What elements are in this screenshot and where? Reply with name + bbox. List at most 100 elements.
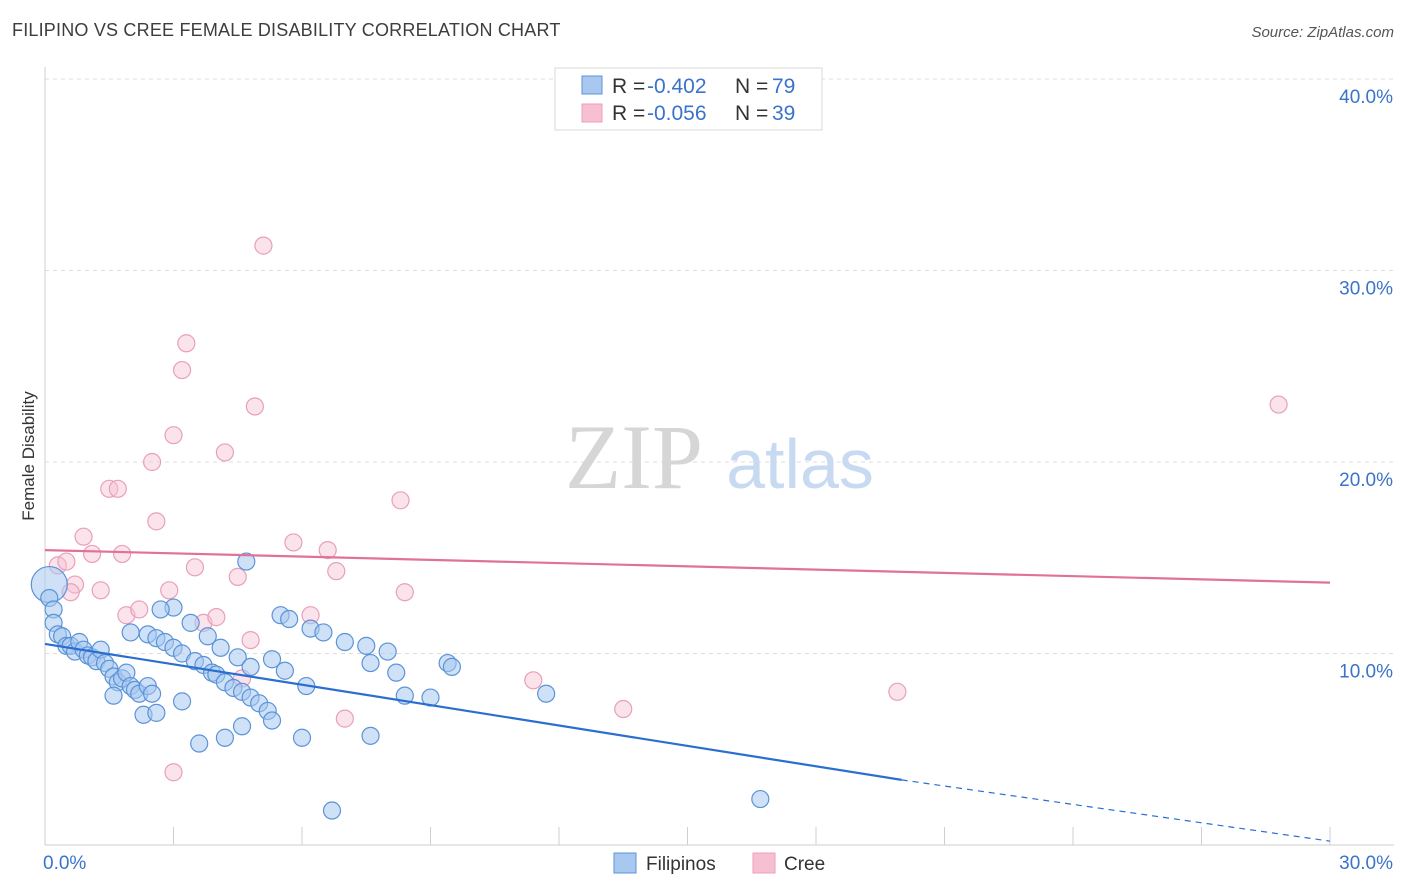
filipinos-point-77 (322, 801, 342, 820)
filipinos-point-48 (228, 648, 247, 667)
filipinos-point-47 (211, 638, 230, 657)
filipinos-point-75 (262, 711, 282, 730)
filipinos-point-28 (147, 703, 166, 722)
cree-point-36 (164, 763, 183, 782)
filipinos-point-76 (292, 728, 312, 747)
y-tick-label-1: 20.0% (1339, 470, 1393, 491)
filipinos-point-73 (215, 728, 234, 747)
chart-title: FILIPINO VS CREE FEMALE DISABILITY CORRE… (12, 20, 561, 40)
filipinos-point-26 (142, 684, 162, 703)
y-axis-label: Female Disability (19, 391, 38, 521)
filipinos-point-58 (361, 653, 380, 673)
cree-point-5 (91, 581, 110, 600)
filipinos-point-70 (237, 552, 256, 571)
cree-point-19 (215, 443, 234, 462)
cree-point-32 (524, 671, 543, 690)
legend-r-value-1: -0.402 (647, 75, 707, 98)
cree-point-18 (207, 608, 226, 627)
filipinos-point-56 (357, 636, 376, 655)
cree-point-9 (130, 600, 149, 619)
filipinos-point-23 (104, 686, 123, 705)
cree-point-25 (284, 533, 303, 552)
filipinos-point-54 (314, 623, 333, 642)
filipinos-point-45 (181, 613, 200, 632)
filipinos-point-71 (172, 692, 192, 711)
cree-point-7 (112, 544, 132, 564)
filipinos-point-50 (262, 650, 282, 669)
legend-bottom-swatch-cree (752, 852, 776, 874)
cree-point-14 (172, 360, 192, 380)
filipinos-point-57 (378, 642, 397, 661)
cree-point-1 (57, 552, 76, 571)
filipinos-point-65 (751, 789, 770, 809)
cree-regression-line (44, 548, 1331, 584)
filipinos-regression-extension (901, 779, 1331, 842)
legend-n-value-2: 39 (772, 102, 795, 125)
filipinos-point-69 (151, 600, 170, 619)
cree-point-22 (241, 630, 260, 650)
cree-point-28 (327, 562, 346, 581)
axes (44, 67, 1394, 846)
cree-point-33 (614, 699, 633, 719)
filipinos-point-46 (198, 627, 217, 646)
cree-point-15 (177, 334, 196, 353)
watermark-atlas: atlas (726, 425, 874, 503)
y-tick-label-2: 30.0% (1339, 279, 1393, 300)
filipinos-point-74 (232, 717, 252, 736)
watermark: ZIP atlas (565, 406, 874, 508)
y-tick-labels: 10.0% 20.0% 30.0% 40.0% (1339, 87, 1393, 683)
legend-bottom-filipinos: Filipinos (646, 854, 716, 875)
cree-point-29 (335, 709, 354, 728)
cree-point-13 (164, 426, 183, 445)
filipinos-point-29 (121, 623, 140, 642)
filipinos-points (30, 552, 770, 820)
series-legend: Filipinos Cree (613, 852, 825, 875)
x-tick-label-1: 30.0% (1339, 853, 1393, 874)
filipinos-point-78 (361, 726, 380, 745)
chart-source: Source: ZipAtlas.com (1251, 24, 1394, 41)
cree-point-35 (1269, 395, 1288, 414)
cree-point-30 (391, 491, 410, 510)
legend-bottom-swatch-filipinos (613, 852, 637, 874)
x-tick-labels: 0.0% 30.0% (43, 853, 1393, 874)
filipinos-point-67 (280, 609, 299, 629)
cree-point-24 (254, 236, 273, 255)
filipinos-regression-line (44, 642, 902, 781)
cree-point-10 (142, 452, 162, 472)
legend-r-label-2: R = (612, 102, 645, 125)
filipinos-point-55 (335, 632, 354, 652)
cree-point-37 (108, 479, 127, 498)
legend-r-value-2: -0.056 (647, 102, 707, 125)
filipinos-point-51 (275, 661, 294, 680)
filipinos-point-59 (387, 663, 406, 682)
legend-r-label-1: R = (612, 75, 645, 98)
cree-point-23 (245, 397, 264, 416)
watermark-zip: ZIP (565, 406, 703, 508)
cree-points (48, 236, 1288, 782)
legend-n-label-1: N = (735, 75, 768, 98)
y-tick-label-0: 10.0% (1339, 662, 1393, 683)
cree-point-34 (888, 682, 907, 701)
y-tick-label-3: 40.0% (1339, 87, 1393, 108)
legend-swatch-filipinos (581, 75, 603, 95)
filipinos-point-72 (190, 734, 209, 753)
cree-point-4 (83, 544, 102, 564)
cree-point-31 (395, 583, 414, 602)
regression-lines (44, 548, 1331, 842)
filipinos-point-49 (241, 657, 260, 677)
cree-point-11 (147, 512, 166, 531)
legend-n-value-1: 79 (772, 75, 795, 98)
cree-point-16 (185, 558, 205, 577)
correlation-legend: R = -0.402 N = 79 R = -0.056 N = 39 (554, 67, 823, 131)
filipinos-point-64 (537, 684, 556, 703)
cree-point-3 (74, 527, 93, 546)
cree-point-20 (228, 567, 247, 587)
filipinos-point-63 (442, 657, 462, 677)
legend-swatch-cree (581, 103, 603, 123)
x-tick-label-0: 0.0% (43, 853, 86, 874)
legend-bottom-cree: Cree (784, 854, 825, 875)
cree-point-27 (318, 540, 337, 560)
cree-point-12 (160, 581, 179, 600)
legend-n-label-2: N = (735, 102, 768, 125)
